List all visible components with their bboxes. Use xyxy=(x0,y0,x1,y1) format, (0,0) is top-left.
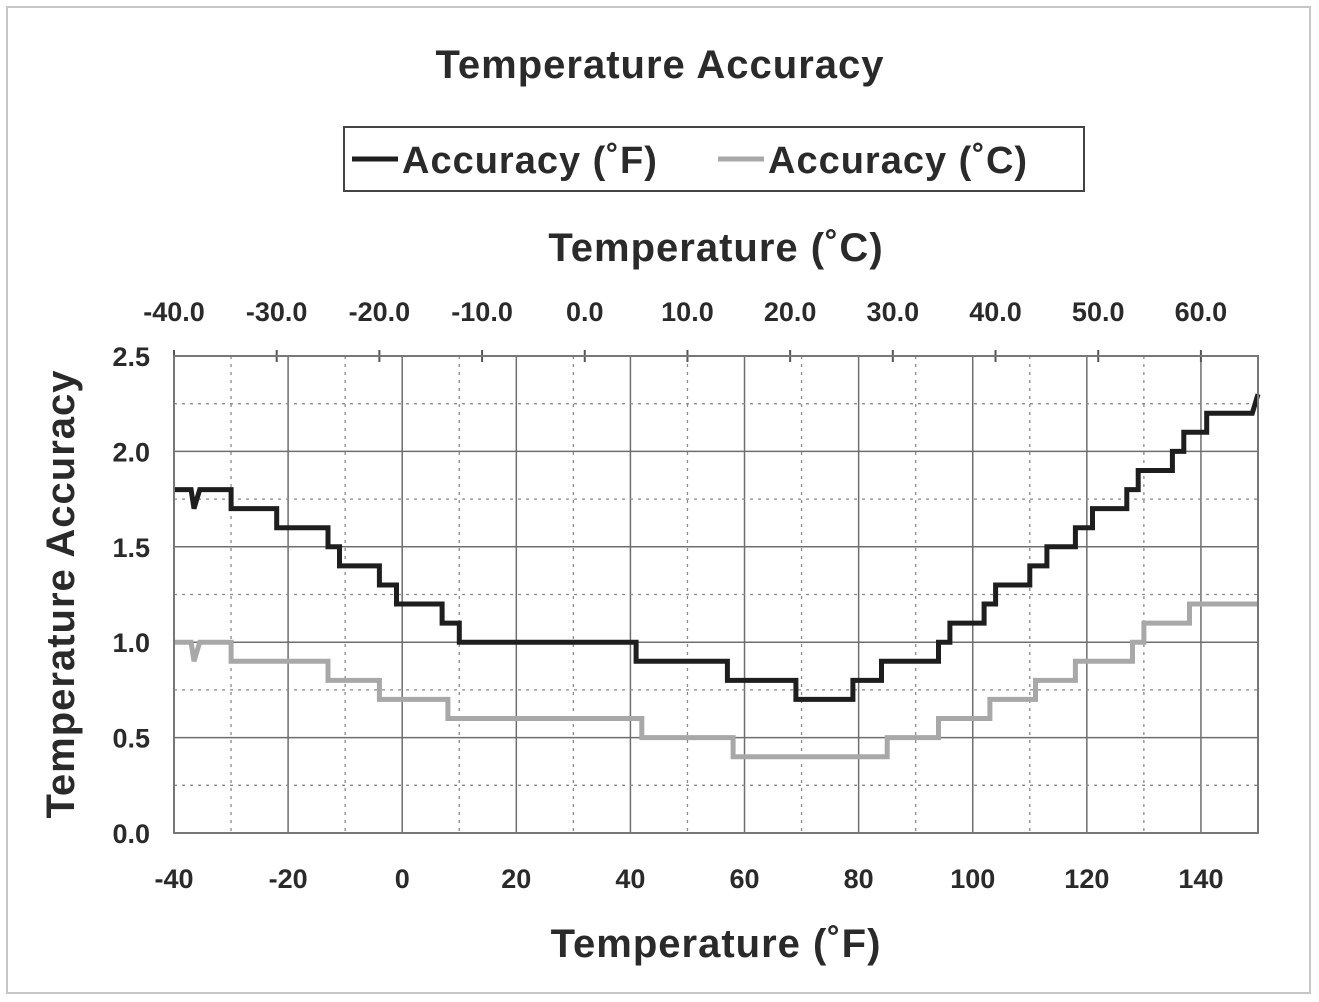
legend-box xyxy=(343,126,1085,192)
top-axis-tick-label: 0.0 xyxy=(566,297,604,327)
top-axis-tick-label: 10.0 xyxy=(661,297,714,327)
x-tick-label: 80 xyxy=(844,864,874,894)
tick-labels: -40 -20 0 20 40 60 80 100 120 140 -40.0 -30.0 -20.0 -… xyxy=(112,297,1227,894)
chart-title: Temperature Accuracy xyxy=(435,43,884,87)
top-axis-tick-label: -10.0 xyxy=(451,297,513,327)
top-axis-tick-label: 30.0 xyxy=(867,297,920,327)
legend-label-accuracy-f: Accuracy (˚F) xyxy=(402,140,658,182)
bottom-axis-title: Temperature (˚F) xyxy=(551,922,882,966)
top-axis-tick-label: 50.0 xyxy=(1072,297,1125,327)
legend-label-accuracy-c: Accuracy (˚C) xyxy=(768,140,1028,182)
y-tick-label: 0.0 xyxy=(112,819,150,849)
series-line-accuracy-c xyxy=(174,601,1258,760)
top-axis-tick-label: -30.0 xyxy=(246,297,308,327)
top-axis-title: Temperature (˚C) xyxy=(548,226,883,270)
top-axis-tick-label: 60.0 xyxy=(1175,297,1228,327)
top-axis-tick-label: -40.0 xyxy=(143,297,205,327)
y-axis-title: Temperature Accuracy xyxy=(39,369,83,818)
grid xyxy=(173,350,1259,834)
x-tick-label: 40 xyxy=(615,864,645,894)
series xyxy=(174,393,1261,760)
x-tick-label: 0 xyxy=(395,864,410,894)
y-tick-label: 1.0 xyxy=(112,628,150,658)
x-tick-label: 60 xyxy=(730,864,760,894)
series-line-accuracy-f xyxy=(174,393,1261,702)
x-tick-label: -20 xyxy=(269,864,308,894)
y-tick-label: 0.5 xyxy=(112,724,150,754)
y-tick-label: 1.5 xyxy=(112,533,150,563)
y-tick-label: 2.0 xyxy=(112,437,150,467)
x-tick-label: -40 xyxy=(154,864,193,894)
y-tick-label: 2.5 xyxy=(112,342,150,372)
plot-area-border xyxy=(173,355,1259,834)
x-tick-label: 20 xyxy=(501,864,531,894)
x-tick-label: 120 xyxy=(1064,864,1109,894)
legend: Accuracy (˚F) Accuracy (˚C) xyxy=(343,126,1085,192)
top-axis-tick-label: 40.0 xyxy=(969,297,1022,327)
top-axis-tick-label: 20.0 xyxy=(764,297,817,327)
top-axis-tick-label: -20.0 xyxy=(349,297,411,327)
x-tick-label: 100 xyxy=(950,864,995,894)
x-tick-label: 140 xyxy=(1178,864,1223,894)
